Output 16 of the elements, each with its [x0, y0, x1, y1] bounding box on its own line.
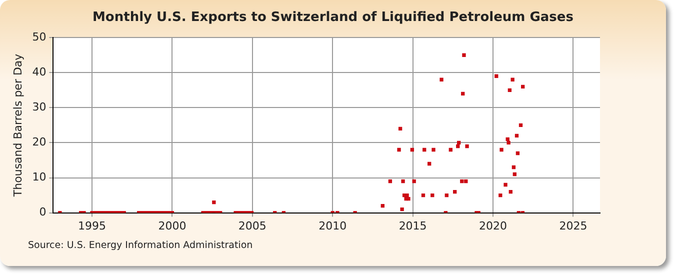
chart-title: Monthly U.S. Exports to Switzerland of Liquified Petroleum Gases	[92, 10, 574, 25]
x-tick-label: 2010	[318, 219, 347, 232]
y-tick-label: 40	[32, 66, 46, 78]
y-tick-label: 20	[32, 136, 46, 149]
y-axis-title: Thousand Barrels per Day	[11, 53, 24, 198]
x-tick-label: 2025	[559, 219, 588, 232]
y-tick-label: 10	[32, 170, 46, 184]
x-tick-label: 2000	[158, 219, 186, 232]
x-tick-label: 2005	[238, 219, 266, 232]
y-tick-label: 30	[32, 100, 46, 114]
y-tick-label: 0	[39, 206, 46, 219]
y-tick-label: 50	[32, 30, 46, 44]
x-tick-label: 2015	[398, 219, 427, 232]
x-tick-label: 2020	[479, 219, 508, 232]
source-note: Source: U.S. Energy Information Administration	[28, 240, 253, 251]
x-tick-label: 1995	[78, 219, 106, 232]
